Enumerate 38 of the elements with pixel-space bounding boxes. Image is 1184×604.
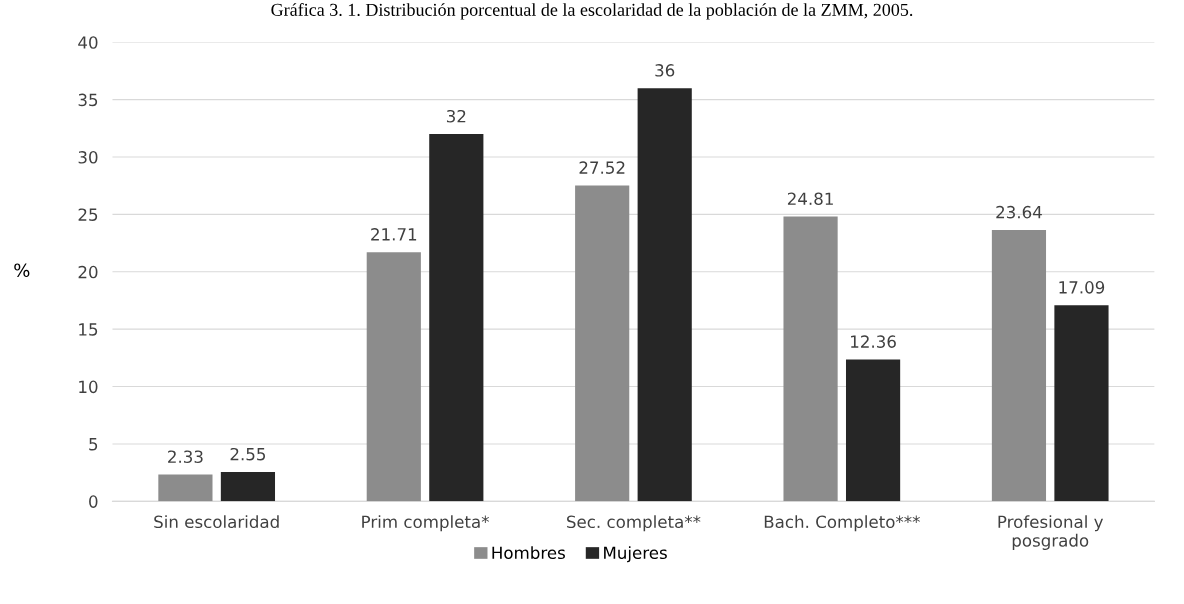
y-tick-label: 0 [89, 495, 98, 508]
bar [220, 472, 276, 502]
data-label: 2.55 [230, 447, 266, 461]
bar [575, 185, 630, 502]
y-tick-label: 40 [78, 36, 98, 49]
bar [366, 252, 421, 502]
data-label: 24.81 [787, 192, 833, 206]
data-label: 12.36 [851, 335, 896, 348]
x-tick-label: Bach. Completo*** [764, 515, 920, 532]
bar [1054, 305, 1109, 502]
x-tick-label: Prim completa* [362, 515, 490, 532]
x-tick-label: Sin escolaridad [154, 515, 279, 529]
y-tick-label: 10 [79, 380, 98, 394]
data-label: 17.09 [1059, 281, 1105, 294]
y-tick-label: 5 [89, 438, 98, 451]
x-tick-label: Sec. completa** [567, 515, 701, 532]
y-tick-label: 25 [78, 208, 98, 221]
x-tick-label: Profesional y posgrado [998, 515, 1104, 550]
chart-title: Gráfica 3. 1. Distribución porcentual de la escolaridad de la población de la ZMM, 2005. [271, 3, 913, 20]
data-label: 36 [655, 64, 675, 77]
data-label: 2.33 [168, 450, 203, 464]
y-tick-label: 15 [79, 323, 98, 336]
bar [845, 359, 901, 502]
bar [158, 474, 213, 502]
legend-label: Hombres [492, 546, 565, 560]
y-tick-label: 30 [78, 151, 98, 164]
bar [637, 88, 692, 502]
bar [429, 134, 484, 502]
legend-label: Mujeres [604, 546, 667, 563]
y-tick-label: 20 [78, 265, 98, 279]
data-label: 23.64 [996, 205, 1042, 219]
y-axis-title: % [14, 263, 30, 278]
data-label: 32 [446, 109, 466, 123]
bar [783, 216, 838, 502]
data-label: 21.71 [371, 228, 417, 241]
bar [991, 230, 1047, 502]
data-label: 27.52 [579, 161, 625, 174]
y-tick-label: 35 [78, 93, 98, 107]
